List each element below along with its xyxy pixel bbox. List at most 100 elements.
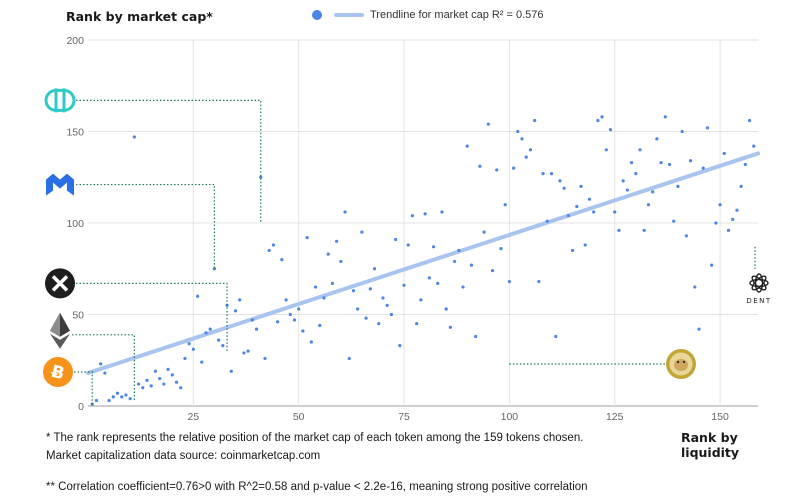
data-point <box>149 384 153 388</box>
data-point <box>381 296 385 300</box>
data-point <box>322 296 326 300</box>
data-point <box>271 243 276 247</box>
data-point <box>731 217 735 221</box>
data-point <box>575 204 579 209</box>
data-point <box>111 395 115 399</box>
data-point <box>162 382 166 386</box>
data-point <box>638 148 642 152</box>
data-point <box>482 230 486 234</box>
x-tick-label: 125 <box>606 411 624 423</box>
data-point <box>377 322 381 326</box>
data-point <box>570 248 575 253</box>
x-tick-label: 150 <box>711 411 729 423</box>
data-point <box>495 168 499 172</box>
data-point <box>697 327 701 331</box>
legend-trendline-marker <box>334 13 364 17</box>
data-point <box>394 237 398 242</box>
data-point <box>537 279 541 284</box>
data-point <box>309 340 313 344</box>
data-point <box>507 279 511 284</box>
data-point <box>280 258 284 262</box>
data-point <box>705 126 710 130</box>
bitcoin-connector <box>74 371 93 405</box>
data-point <box>330 281 335 285</box>
data-point <box>204 331 208 335</box>
y-tick-label: 200 <box>66 35 84 47</box>
data-point <box>238 298 242 302</box>
data-point <box>524 155 528 159</box>
data-point <box>684 234 688 238</box>
ethereum-connector <box>72 334 135 401</box>
data-point <box>318 323 322 328</box>
data-point <box>608 128 613 132</box>
footnote-correlation: ** Correlation coefficient=0.76>0 with R… <box>46 481 588 493</box>
trendline <box>86 151 760 376</box>
data-point <box>659 161 663 165</box>
data-point <box>276 320 280 324</box>
data-point <box>183 356 187 361</box>
data-point <box>389 312 393 317</box>
data-point <box>145 378 149 382</box>
svg-text:Ƀ: Ƀ <box>49 362 66 385</box>
y-tick-label: 0 <box>78 401 84 413</box>
data-point <box>372 267 377 271</box>
data-point <box>440 210 444 214</box>
data-point <box>676 184 680 188</box>
data-point <box>423 212 427 216</box>
data-point <box>99 362 103 366</box>
data-point <box>431 245 436 249</box>
data-point <box>166 367 170 371</box>
legend-points-marker <box>312 10 322 20</box>
data-point <box>613 210 617 214</box>
y-tick-label: 100 <box>66 218 84 230</box>
data-point <box>465 144 469 148</box>
data-point <box>592 210 596 214</box>
data-point <box>663 115 667 119</box>
data-point <box>714 221 718 225</box>
data-point <box>195 294 200 298</box>
data-point <box>642 228 646 232</box>
data-point <box>743 162 747 167</box>
data-point <box>364 316 368 320</box>
data-point <box>191 347 195 351</box>
data-point <box>718 203 722 207</box>
data-point <box>735 208 739 212</box>
data-point <box>427 276 431 280</box>
data-point <box>722 151 726 156</box>
data-point <box>141 386 145 390</box>
data-point <box>115 391 120 395</box>
legend: Trendline for market cap R² = 0.576 <box>312 9 544 21</box>
data-point <box>158 376 162 381</box>
data-point <box>533 118 537 123</box>
y-tick-label: 50 <box>72 310 84 322</box>
data-point <box>545 219 549 223</box>
helium-connector <box>76 99 262 223</box>
data-point <box>587 197 592 201</box>
dent-label: DENT <box>746 297 771 305</box>
data-point <box>747 118 752 123</box>
scatter-chart: 0 50 100 150 200 25 50 75 100 125 150 Ƀ DENT <box>43 35 771 423</box>
data-point <box>478 164 482 168</box>
data-point <box>701 166 705 170</box>
data-point <box>233 309 238 313</box>
data-point <box>250 318 254 322</box>
data-point <box>541 171 545 176</box>
polygon-icon <box>46 173 74 196</box>
footnote-source: Market capitalization data source: coinm… <box>46 450 321 462</box>
data-point <box>347 356 351 361</box>
data-point <box>242 351 246 355</box>
x-tick-label: 75 <box>398 411 410 423</box>
data-point <box>229 369 233 373</box>
data-point <box>385 303 389 307</box>
data-point <box>528 148 533 152</box>
data-point <box>305 236 309 240</box>
data-point <box>120 395 124 399</box>
footnote-rank: * The rank represents the relative posit… <box>46 432 584 444</box>
data-point <box>617 228 621 232</box>
data-point <box>444 307 448 311</box>
data-point <box>288 312 292 317</box>
data-point <box>267 248 271 253</box>
data-point <box>579 184 583 188</box>
data-point <box>634 171 638 176</box>
data-point <box>520 137 524 141</box>
